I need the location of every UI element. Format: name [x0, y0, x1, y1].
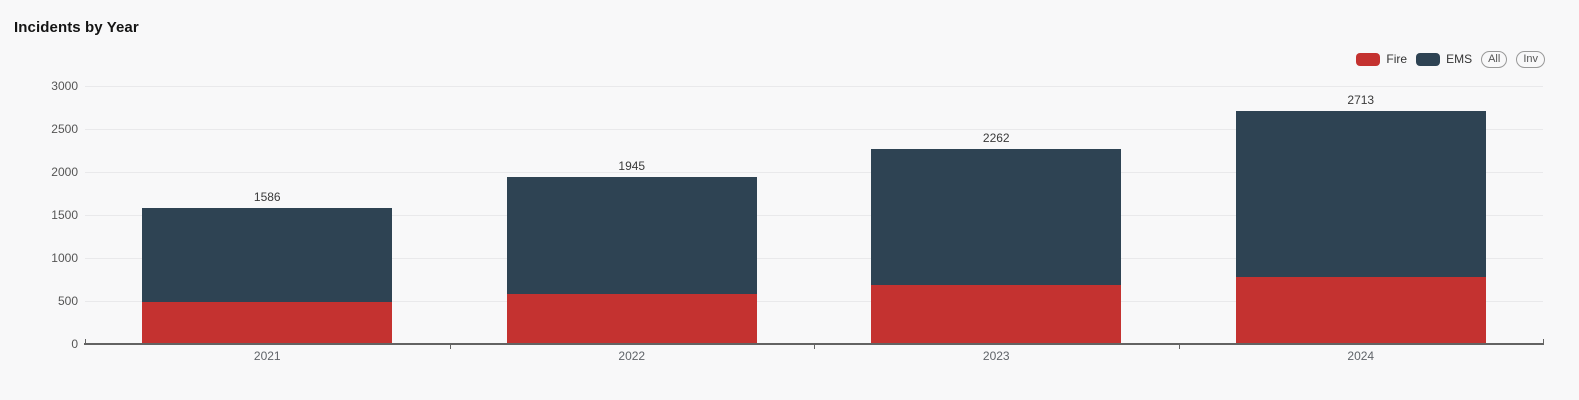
axis-tick-mark — [85, 339, 86, 343]
y-axis-tick-label: 2500 — [51, 122, 78, 136]
fire-swatch-icon — [1356, 52, 1381, 66]
legend-item-fire[interactable]: Fire — [1356, 52, 1407, 66]
legend-button-inv[interactable]: Inv — [1516, 50, 1545, 68]
legend: Fire EMS All Inv — [1356, 49, 1545, 69]
legend-label-fire: Fire — [1386, 52, 1408, 66]
ems-swatch-icon — [1416, 52, 1441, 66]
y-axis-tick-label: 1500 — [51, 208, 78, 222]
gridline-1000 — [85, 258, 1543, 259]
legend-label-ems: EMS — [1446, 52, 1473, 66]
total-value-label: 1586 — [253, 189, 281, 204]
gridline-1500 — [85, 215, 1543, 216]
axis-tick-mark — [1543, 339, 1544, 343]
bar-segment-ems-2024[interactable] — [1235, 110, 1486, 278]
y-axis-tick-label: 1000 — [51, 251, 78, 265]
total-value-label: 2713 — [1347, 92, 1375, 107]
axis-tick-mark — [814, 345, 815, 349]
gridline-3000 — [85, 86, 1543, 87]
bar-segment-fire-2022[interactable] — [506, 294, 757, 344]
x-axis-line — [84, 343, 1544, 345]
y-axis-tick-label: 2000 — [51, 165, 78, 179]
bar-segment-fire-2024[interactable] — [1235, 277, 1486, 344]
axis-tick-mark — [449, 345, 451, 349]
axis-tick-mark — [1178, 345, 1180, 349]
chart-title: Incidents by Year — [14, 19, 139, 36]
gridline-2500 — [85, 129, 1543, 130]
bar-segment-ems-2021[interactable] — [142, 207, 393, 303]
gridline-2000 — [85, 172, 1543, 173]
legend-item-ems[interactable]: EMS — [1416, 52, 1472, 66]
bar-segment-fire-2021[interactable] — [142, 302, 393, 344]
x-axis-tick-label: 2021 — [253, 349, 281, 363]
bar-segment-ems-2022[interactable] — [506, 176, 757, 295]
gridline-500 — [85, 301, 1543, 302]
total-value-label: 2262 — [982, 131, 1010, 146]
x-axis-tick-label: 2022 — [618, 349, 646, 363]
y-axis-tick-label: 3000 — [51, 79, 78, 93]
y-axis-tick-label: 500 — [57, 294, 78, 308]
x-axis-tick-label: 2023 — [982, 349, 1010, 363]
x-axis-tick-label: 2024 — [1347, 349, 1375, 363]
bar-segment-fire-2023[interactable] — [871, 284, 1122, 344]
y-axis-tick-label: 0 — [71, 337, 78, 351]
total-value-label: 1945 — [618, 158, 646, 173]
legend-button-all[interactable]: All — [1481, 50, 1508, 68]
bar-segment-ems-2023[interactable] — [871, 149, 1122, 285]
